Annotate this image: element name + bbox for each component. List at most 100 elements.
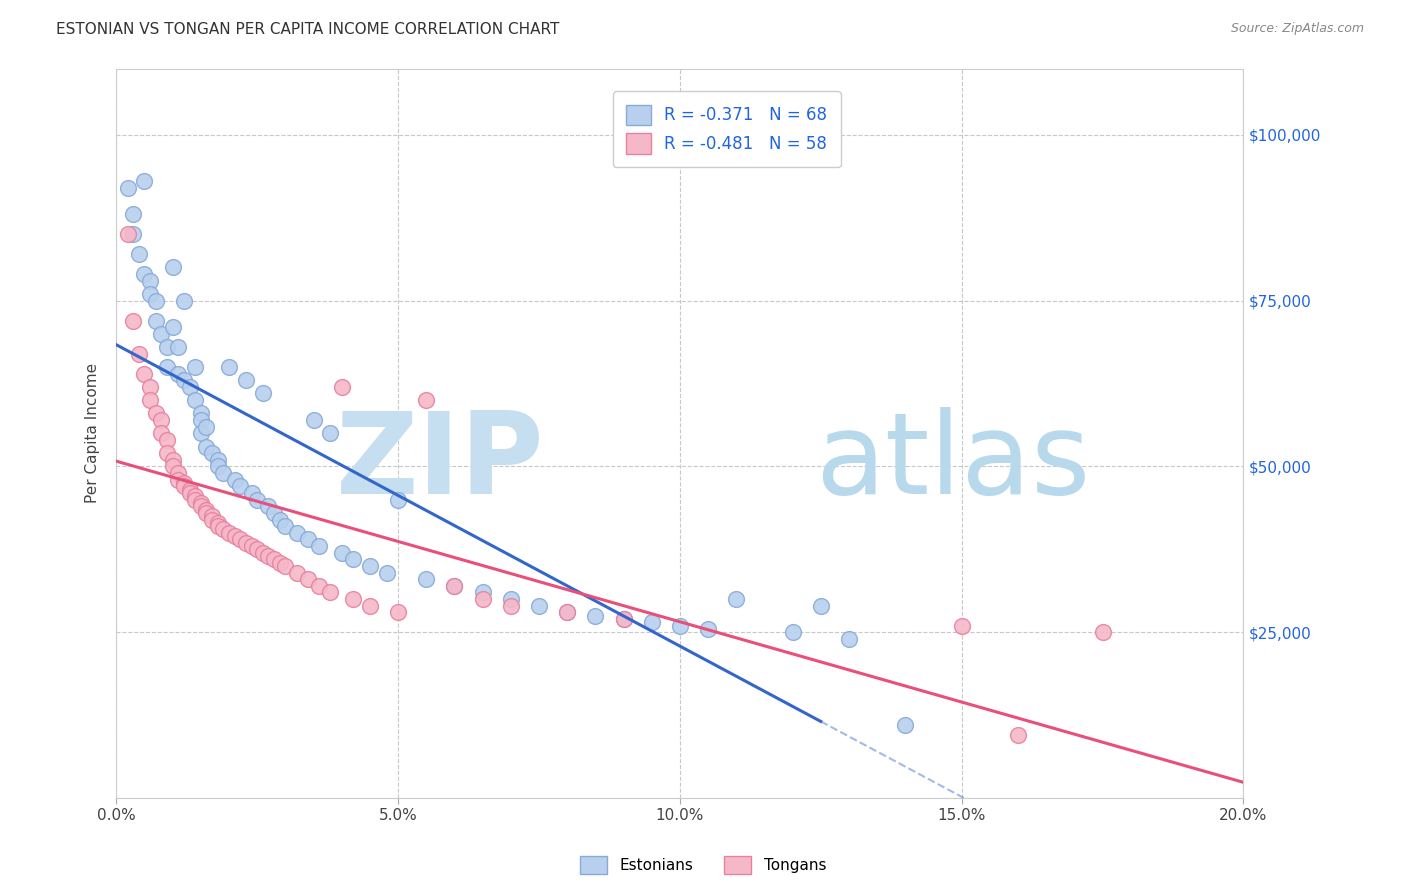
Point (212, 523, 235, 537)
Text: ESTONIAN VS TONGAN PER CAPITA INCOME CORRELATION CHART: ESTONIAN VS TONGAN PER CAPITA INCOME COR… (56, 22, 560, 37)
Point (201, 446, 224, 460)
Point (894, 718, 917, 732)
Point (725, 592, 748, 607)
Point (173, 373, 195, 387)
Point (527, 599, 550, 613)
Point (218, 359, 240, 374)
Text: ZIP: ZIP (336, 407, 544, 518)
Point (218, 525, 240, 540)
Point (184, 393, 207, 408)
Point (263, 552, 285, 566)
Point (229, 533, 252, 547)
Point (387, 606, 409, 620)
Point (257, 549, 280, 563)
Text: Source: ZipAtlas.com: Source: ZipAtlas.com (1230, 22, 1364, 36)
Point (319, 585, 342, 599)
Point (207, 516, 229, 530)
Point (167, 473, 190, 487)
Point (471, 592, 494, 607)
Point (179, 380, 201, 394)
Point (134, 367, 156, 381)
Point (224, 473, 246, 487)
Point (838, 632, 860, 646)
Point (195, 506, 218, 520)
Point (224, 529, 246, 543)
Point (150, 426, 173, 441)
Point (415, 572, 437, 586)
Point (252, 546, 274, 560)
Point (201, 512, 224, 526)
Point (150, 413, 173, 427)
Point (274, 519, 297, 533)
Point (782, 625, 804, 640)
Point (139, 287, 162, 301)
Point (145, 293, 167, 308)
Point (184, 489, 207, 503)
Point (117, 181, 139, 195)
Point (443, 579, 465, 593)
Point (269, 556, 291, 570)
Point (297, 572, 319, 586)
Point (285, 566, 308, 580)
Point (359, 558, 381, 573)
Point (122, 313, 145, 327)
Point (179, 483, 201, 497)
Point (471, 585, 494, 599)
Text: atlas: atlas (815, 407, 1091, 518)
Point (167, 340, 190, 354)
Point (235, 373, 257, 387)
Point (415, 393, 437, 408)
Point (555, 606, 578, 620)
Point (145, 313, 167, 327)
Point (359, 599, 381, 613)
Point (499, 592, 522, 607)
Point (134, 267, 156, 281)
Point (117, 227, 139, 242)
Point (252, 386, 274, 401)
Point (612, 612, 634, 626)
Point (195, 419, 218, 434)
Point (150, 326, 173, 341)
Point (1007, 728, 1029, 742)
Point (139, 274, 162, 288)
Point (190, 413, 212, 427)
Point (697, 622, 720, 636)
Point (156, 433, 179, 447)
Point (184, 492, 207, 507)
Point (555, 606, 578, 620)
Point (173, 476, 195, 491)
Point (669, 618, 692, 632)
Point (342, 552, 364, 566)
Point (128, 347, 150, 361)
Point (387, 492, 409, 507)
Point (190, 500, 212, 514)
Point (274, 558, 297, 573)
Point (207, 459, 229, 474)
Point (195, 502, 218, 516)
Point (240, 539, 263, 553)
Point (583, 608, 606, 623)
Point (122, 227, 145, 242)
Y-axis label: Per Capita Income: Per Capita Income (86, 363, 100, 503)
Point (167, 466, 190, 480)
Point (162, 452, 184, 467)
Point (229, 479, 252, 493)
Legend: R = -0.371   N = 68, R = -0.481   N = 58: R = -0.371 N = 68, R = -0.481 N = 58 (613, 92, 841, 167)
Point (156, 359, 179, 374)
Point (212, 466, 235, 480)
Point (162, 320, 184, 334)
Point (810, 599, 832, 613)
Point (443, 579, 465, 593)
Point (308, 579, 330, 593)
Point (162, 459, 184, 474)
Point (156, 340, 179, 354)
Point (235, 535, 257, 549)
Point (257, 500, 280, 514)
Point (201, 509, 224, 524)
Point (167, 367, 190, 381)
Point (246, 542, 269, 557)
Point (162, 260, 184, 275)
Point (641, 615, 664, 630)
Point (207, 452, 229, 467)
Point (330, 546, 353, 560)
